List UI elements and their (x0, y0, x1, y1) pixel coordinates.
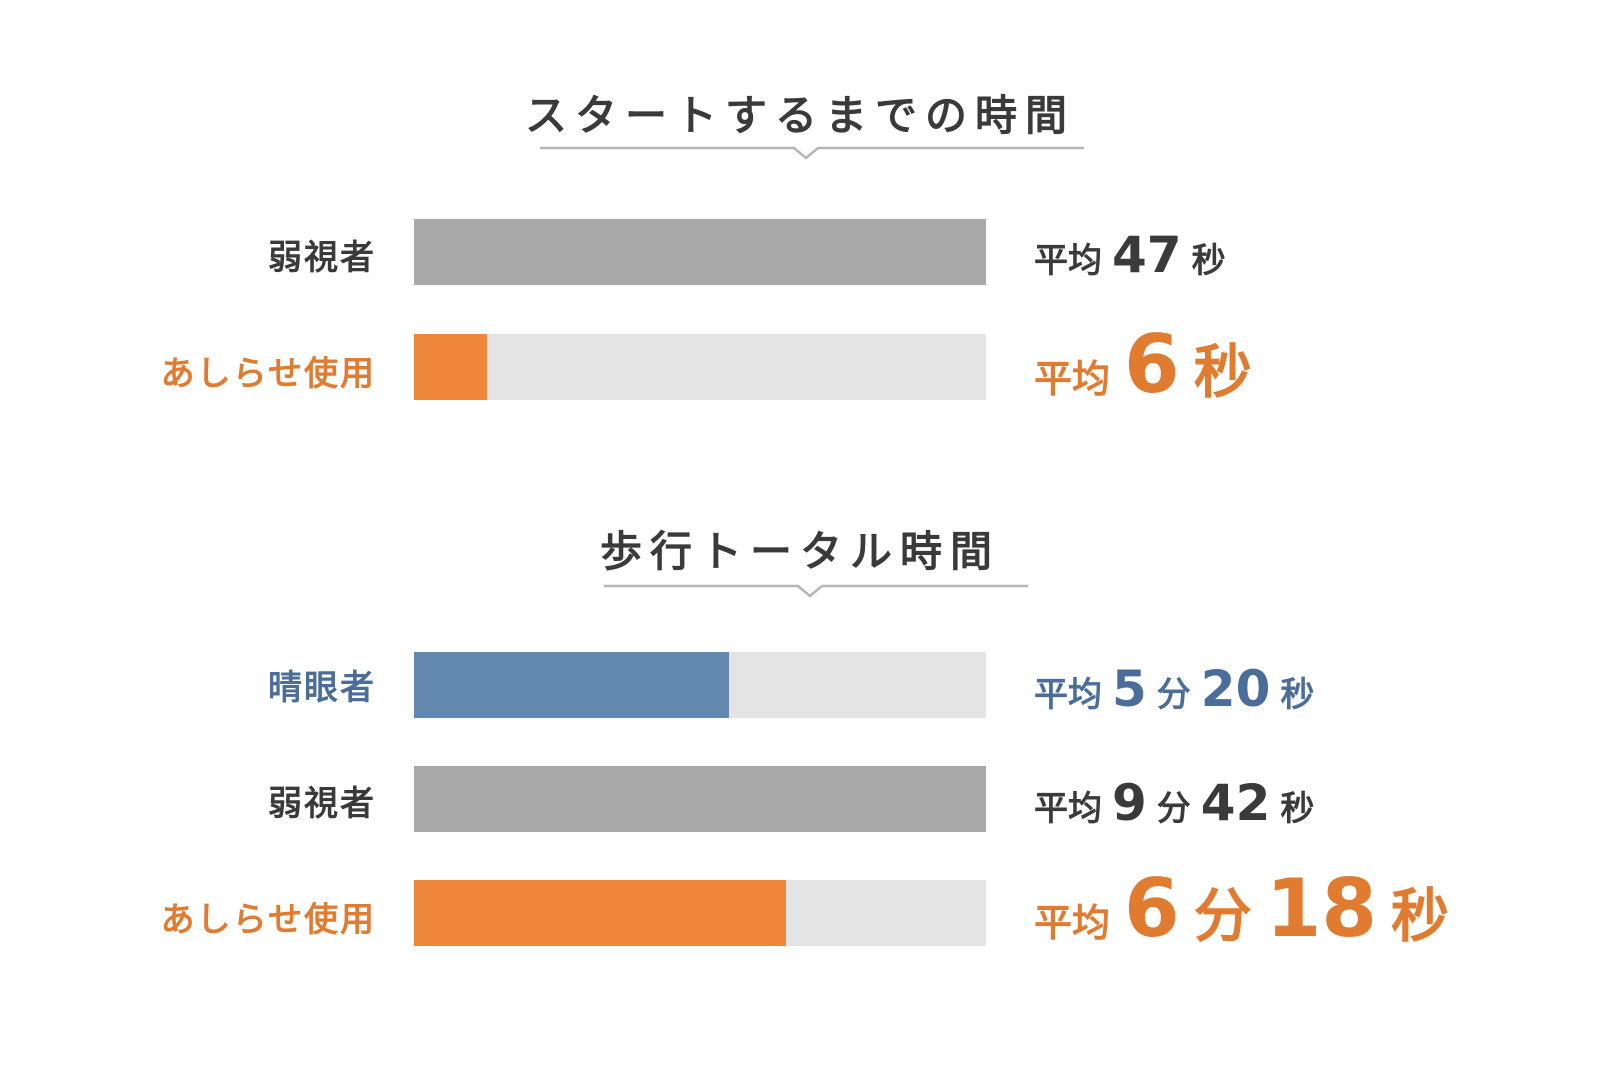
value-number: 47 (1112, 226, 1182, 284)
bar-track-s1-1 (414, 334, 986, 400)
bar-s1-1 (414, 334, 487, 400)
value-number: 20 (1200, 660, 1271, 718)
value-number: 6 (1124, 862, 1180, 955)
bar-track-s2-2 (414, 880, 986, 946)
row-label-s1-1: あしらせ使用 (160, 354, 376, 394)
chart-title-start-time: スタートするまでの時間 (524, 91, 1075, 140)
bar-s2-0 (414, 652, 729, 718)
value-prefix: 平均 (1034, 675, 1102, 715)
value-number: 18 (1265, 862, 1378, 955)
value-unit: 秒 (1191, 241, 1226, 281)
value-number: 9 (1112, 774, 1147, 832)
value-label-s1-1: 平均 6 秒 (1034, 318, 1252, 411)
value-unit: 秒 (1391, 882, 1450, 950)
bar-track-s1-0 (414, 219, 986, 285)
value-unit: 秒 (1280, 789, 1315, 829)
row-label-s1-0: 弱視者 (268, 238, 376, 278)
value-number: 5 (1112, 660, 1147, 718)
bar-track-s2-1 (414, 766, 986, 832)
bar-s2-1 (414, 766, 986, 832)
value-label-s2-2: 平均 6 分 18 秒 (1034, 862, 1449, 955)
value-number: 6 (1124, 318, 1180, 411)
value-prefix: 平均 (1034, 901, 1111, 945)
row-label-s2-2: あしらせ使用 (160, 900, 376, 940)
value-prefix: 平均 (1034, 357, 1111, 401)
title-underline-total-time (604, 584, 1028, 598)
value-label-s1-0: 平均 47 秒 (1034, 226, 1226, 284)
bar-s2-2 (414, 880, 786, 946)
value-unit: 分 (1156, 789, 1191, 829)
value-label-s2-0: 平均 5 分 20 秒 (1034, 660, 1314, 718)
value-unit: 分 (1156, 675, 1191, 715)
value-unit: 分 (1193, 882, 1252, 950)
value-prefix: 平均 (1034, 789, 1102, 829)
value-prefix: 平均 (1034, 241, 1102, 281)
bar-s1-0 (414, 219, 986, 285)
value-label-s2-1: 平均 9 分 42 秒 (1034, 774, 1314, 832)
row-label-s2-0: 晴眼者 (268, 668, 376, 708)
title-underline-start-time (540, 146, 1084, 160)
value-unit: 秒 (1280, 675, 1315, 715)
value-number: 42 (1200, 774, 1271, 832)
bar-track-s2-0 (414, 652, 986, 718)
chart-title-total-time: 歩行トータル時間 (599, 527, 1000, 576)
value-unit: 秒 (1193, 338, 1252, 406)
row-label-s2-1: 弱視者 (268, 784, 376, 824)
